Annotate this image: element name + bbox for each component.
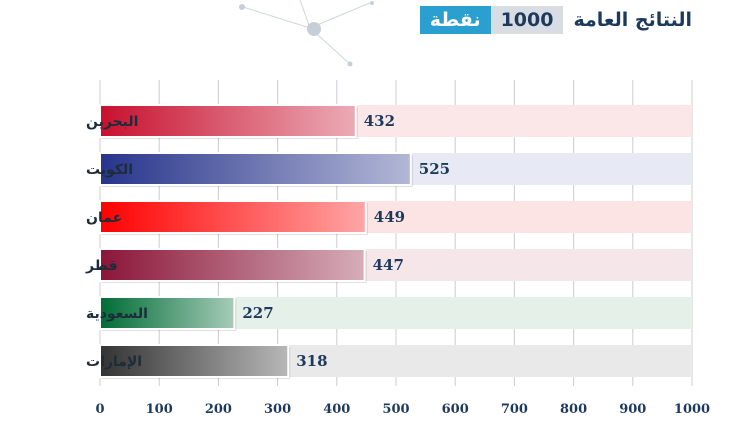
category-label: عمان xyxy=(86,210,122,226)
x-axis-ticks: 0 100 200 300 400 500 600 700 800 900 1000 xyxy=(95,402,710,417)
bar xyxy=(99,344,290,378)
x-tick-label: 500 xyxy=(382,402,409,417)
x-tick-label: 200 xyxy=(205,402,232,417)
x-tick-label: 1000 xyxy=(674,402,710,417)
bar xyxy=(99,200,367,234)
x-tick-label: 600 xyxy=(442,402,469,417)
x-tick-label: 0 xyxy=(95,402,104,417)
category-label: قطر xyxy=(85,258,118,274)
network-decoration xyxy=(239,0,374,67)
badge-unit: نقطة xyxy=(419,6,491,34)
bar xyxy=(99,152,412,186)
labels: 432 البحرين 525 الكويت 449 عمان 447 قطر 227 السعو… xyxy=(85,112,450,370)
x-tick-label: 700 xyxy=(501,402,528,417)
chart-title: النتائج العامة xyxy=(573,9,692,31)
x-tick-label: 400 xyxy=(323,402,350,417)
value-label: 525 xyxy=(419,160,450,178)
value-label: 432 xyxy=(364,112,395,130)
chart-header: النتائج العامة 1000 نقطة xyxy=(419,6,692,34)
value-label: 318 xyxy=(296,352,327,370)
x-tick-label: 900 xyxy=(619,402,646,417)
category-label: البحرين xyxy=(86,114,138,130)
badge-number: 1000 xyxy=(490,6,564,34)
bar xyxy=(99,248,366,282)
x-tick-label: 100 xyxy=(146,402,173,417)
category-label: الإمارات xyxy=(86,354,142,370)
category-label: السعودية xyxy=(86,306,148,322)
bars xyxy=(99,104,413,379)
bar xyxy=(99,296,236,330)
bar xyxy=(99,104,357,138)
value-label: 227 xyxy=(242,304,273,322)
value-label: 449 xyxy=(374,208,405,226)
category-label: الكويت xyxy=(86,162,133,178)
x-tick-label: 800 xyxy=(560,402,587,417)
value-label: 447 xyxy=(373,256,404,274)
x-tick-label: 300 xyxy=(264,402,291,417)
